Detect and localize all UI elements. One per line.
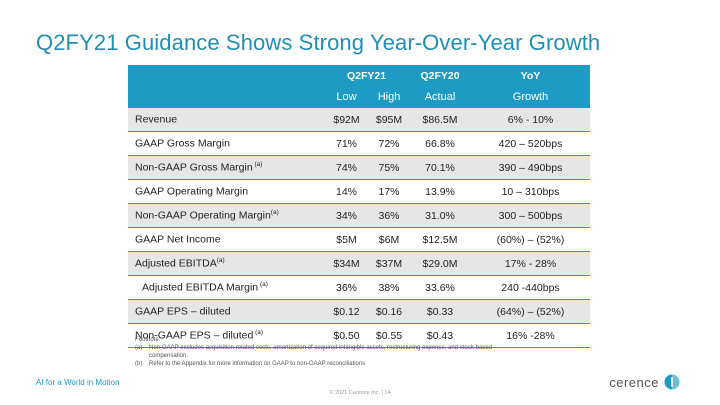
table-row: Non-GAAP EPS – diluted (a) $0.50 $0.55 $… [128,323,590,348]
table-row: Non-GAAP Gross Margin (a) 74% 75% 70.1% … [128,155,590,180]
copyright: © 2021 Cerence Inc. | 14 [329,390,391,396]
cerence-logo: cerence [609,374,680,390]
cell-growth: 10 – 310bps [471,179,590,204]
footnote-mark: (b) [135,361,143,367]
cell-low: 74% [324,155,369,180]
footnote-mark: (a) [135,345,143,351]
cell-high: $0.16 [369,299,409,324]
cell-actual: 13.9% [409,179,471,204]
table-row: Revenue $92M $95M $86.5M 6% - 10% [128,107,590,132]
cell-high: $6M [369,227,409,252]
cell-low: $0.12 [324,299,369,324]
table-row: GAAP Net Income $5M $6M $12.5M (60%) – (… [128,227,590,252]
table-row: GAAP Gross Margin 71% 72% 66.8% 420 – 52… [128,131,590,156]
cell-low: 36% [324,275,369,300]
cell-growth: 240 -440bps [471,275,590,300]
row-label: Revenue [128,107,324,132]
guidance-table: Q2FY21 Q2FY20 YoY Low High Actual Growth… [128,65,590,348]
logo-wordmark: cerence [609,374,659,390]
cell-actual: 31.0% [409,203,471,228]
cell-growth: (64%) – (52%) [471,299,590,324]
cell-actual: $0.33 [409,299,471,324]
cell-low: 14% [324,179,369,204]
cell-growth: 6% - 10% [471,107,590,132]
subheader-low: Low [324,86,369,108]
cell-high: 36% [369,203,409,228]
header-blank [128,65,324,86]
cell-actual: 33.6% [409,275,471,300]
cell-actual: 66.8% [409,131,471,156]
cell-actual: $12.5M [409,227,471,252]
cell-low: $5M [324,227,369,252]
cell-low: $34M [324,251,369,276]
cell-actual: 70.1% [409,155,471,180]
header-q2fy21: Q2FY21 [324,65,409,86]
footnote-text: Refer to the Appendix for more informati… [149,361,366,367]
cell-actual: $86.5M [409,107,471,132]
cell-low: $0.50 [324,323,369,348]
cell-high: 75% [369,155,409,180]
footnote: Footnote: (a) Non-GAAP excludes acquisit… [135,336,529,368]
row-label: Adjusted EBITDA Margin (a) [128,275,324,300]
cell-low: $92M [324,107,369,132]
footnote-text: Non-GAAP excludes acquisition-related co… [149,345,493,359]
row-label: GAAP EPS – diluted [128,299,324,324]
cell-actual: $0.43 [409,323,471,348]
row-label: Non-GAAP Operating Margin(a) [128,203,324,228]
cell-high: $0.55 [369,323,409,348]
table-row: GAAP Operating Margin 14% 17% 13.9% 10 –… [128,179,590,204]
subheader-high: High [369,86,409,108]
cell-growth: 17% - 28% [471,251,590,276]
row-label: Non-GAAP EPS – diluted (a) [128,323,324,348]
cell-high: 38% [369,275,409,300]
table-row: GAAP EPS – diluted $0.12 $0.16 $0.33 (64… [128,299,590,324]
subheader-growth: Growth [471,86,590,108]
table-sub-header-row: Low High Actual Growth [128,86,590,108]
table-row: Non-GAAP Operating Margin(a) 34% 36% 31.… [128,203,590,228]
subheader-blank [128,86,324,108]
cell-high: $37M [369,251,409,276]
table-row: Adjusted EBITDA(a) $34M $37M $29.0M 17% … [128,251,590,276]
header-q2fy20: Q2FY20 [409,65,471,86]
tagline: AI for a World in Motion [36,378,120,387]
footnote-item: (a) Non-GAAP excludes acquisition-relate… [135,344,529,360]
page-title: Q2FY21 Guidance Shows Strong Year-Over-Y… [36,30,601,55]
row-label: GAAP Net Income [128,227,324,252]
cell-low: 71% [324,131,369,156]
row-label: Non-GAAP Gross Margin (a) [128,155,324,180]
cell-growth: 16% -28% [471,323,590,348]
row-label: Adjusted EBITDA(a) [128,251,324,276]
cerence-logo-icon [664,374,680,390]
cell-growth: 390 – 490bps [471,155,590,180]
cell-high: 72% [369,131,409,156]
cell-growth: 420 – 520bps [471,131,590,156]
cell-high: 17% [369,179,409,204]
header-yoy: YoY [471,65,590,86]
table-group-header-row: Q2FY21 Q2FY20 YoY [128,65,590,86]
cell-high: $95M [369,107,409,132]
row-label: GAAP Operating Margin [128,179,324,204]
subheader-actual: Actual [409,86,471,108]
cell-growth: 300 – 500bps [471,203,590,228]
row-label: GAAP Gross Margin [128,131,324,156]
footnote-heading: Footnote: [135,337,161,343]
cell-actual: $29.0M [409,251,471,276]
footnote-item: (b) Refer to the Appendix for more infor… [135,360,529,368]
table-row: Adjusted EBITDA Margin (a) 36% 38% 33.6%… [128,275,590,300]
cell-growth: (60%) – (52%) [471,227,590,252]
cell-low: 34% [324,203,369,228]
